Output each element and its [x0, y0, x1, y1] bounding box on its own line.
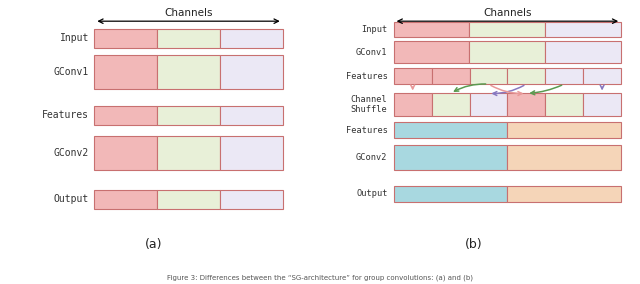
Text: GConv2: GConv2: [54, 148, 89, 158]
Text: Channels: Channels: [483, 8, 532, 18]
Bar: [220, 55, 283, 89]
Bar: [431, 68, 470, 84]
Bar: [583, 93, 621, 116]
Bar: [220, 136, 283, 170]
Text: (b): (b): [465, 238, 483, 251]
Bar: [220, 189, 283, 209]
Bar: [545, 68, 583, 84]
Text: (a): (a): [145, 238, 163, 251]
Text: Features: Features: [42, 110, 89, 120]
Bar: [394, 68, 431, 84]
Text: Features: Features: [346, 126, 388, 135]
Bar: [95, 136, 157, 170]
Bar: [157, 55, 220, 89]
Bar: [95, 55, 157, 89]
Text: GConv1: GConv1: [356, 47, 388, 57]
Bar: [583, 68, 621, 84]
Text: Features: Features: [346, 72, 388, 81]
Bar: [394, 122, 508, 138]
Bar: [220, 106, 283, 125]
Bar: [545, 93, 583, 116]
Text: Input: Input: [362, 25, 388, 34]
Bar: [508, 68, 545, 84]
Bar: [95, 106, 157, 125]
Bar: [469, 41, 545, 63]
Text: Figure 3: Differences between the “SG-architecture” for group convolutions: (a) : Figure 3: Differences between the “SG-ar…: [167, 275, 473, 281]
Bar: [545, 41, 621, 63]
Bar: [394, 41, 469, 63]
Bar: [431, 93, 470, 116]
Text: Input: Input: [60, 34, 89, 43]
Bar: [545, 22, 621, 37]
Text: Channel
Shuffle: Channel Shuffle: [351, 95, 388, 114]
Text: Output: Output: [356, 189, 388, 198]
Bar: [157, 136, 220, 170]
Bar: [157, 106, 220, 125]
Text: Output: Output: [54, 194, 89, 204]
Bar: [470, 93, 508, 116]
Bar: [157, 29, 220, 48]
Text: GConv2: GConv2: [356, 153, 388, 162]
Bar: [394, 186, 508, 202]
Bar: [95, 189, 157, 209]
Bar: [394, 145, 508, 170]
Bar: [508, 186, 621, 202]
Bar: [508, 145, 621, 170]
Bar: [469, 22, 545, 37]
Bar: [508, 122, 621, 138]
Bar: [95, 29, 157, 48]
Bar: [394, 93, 431, 116]
Bar: [508, 93, 545, 116]
Bar: [157, 189, 220, 209]
Text: Channels: Channels: [164, 8, 212, 18]
Bar: [220, 29, 283, 48]
Text: GConv1: GConv1: [54, 67, 89, 77]
Bar: [394, 22, 469, 37]
Bar: [470, 68, 508, 84]
